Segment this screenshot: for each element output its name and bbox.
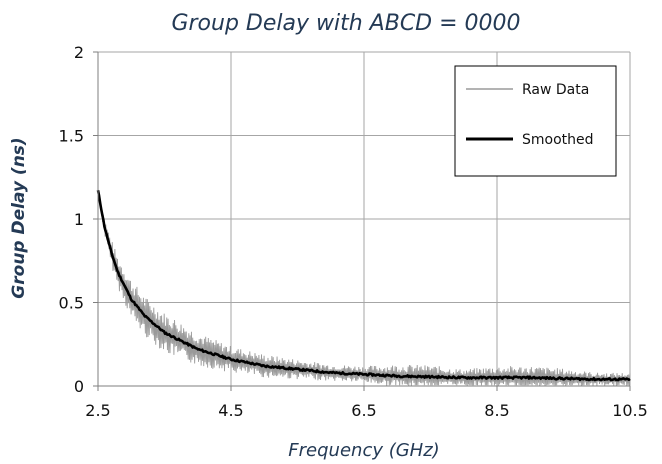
y-tick-label-0: 0 xyxy=(74,377,84,396)
legend-box xyxy=(454,65,617,177)
y-tick-label-3: 1.5 xyxy=(59,127,84,146)
raw-data-line xyxy=(97,188,631,386)
smoothed-series xyxy=(96,190,631,382)
y-tick-label-4: 2 xyxy=(74,43,84,62)
chart-title: Group Delay with ABCD = 0000 xyxy=(171,11,520,36)
y-axis-title: Group Delay (ns) xyxy=(9,137,29,298)
smoothed-line xyxy=(96,190,631,382)
y-tick-labels: 0 0.5 1 1.5 2 xyxy=(59,43,84,396)
x-tick-label-4: 10.5 xyxy=(612,401,648,420)
x-tick-labels: 2.5 4.5 6.5 8.5 10.5 xyxy=(85,401,648,420)
legend-label-raw-data: Raw Data xyxy=(522,82,589,98)
legend-label-smoothed: Smoothed xyxy=(522,132,594,148)
y-tick-label-2: 1 xyxy=(74,210,84,229)
legend: Raw Data Smoothed xyxy=(454,65,617,177)
axes xyxy=(93,51,631,391)
y-tick-label-1: 0.5 xyxy=(59,294,84,313)
x-axis-title: Frequency (GHz) xyxy=(288,440,439,461)
x-tick-label-1: 4.5 xyxy=(218,401,243,420)
x-tick-label-0: 2.5 xyxy=(85,401,110,420)
x-tick-label-3: 8.5 xyxy=(484,401,509,420)
x-tick-label-2: 6.5 xyxy=(351,401,376,420)
raw-data-series xyxy=(97,188,631,386)
